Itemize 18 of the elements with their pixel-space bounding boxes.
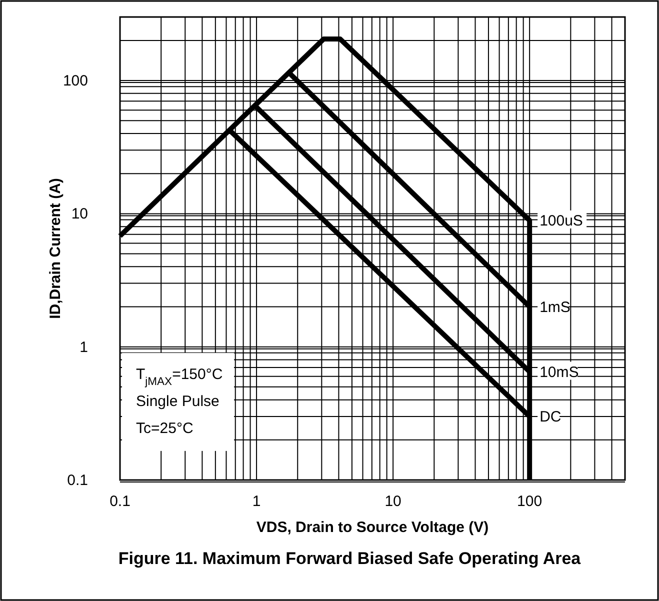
annotation: Single Pulse [136, 392, 220, 410]
y-tick-label: 10 [71, 206, 88, 223]
series-label: 100uS [540, 212, 583, 230]
series-label: 1mS [540, 298, 570, 316]
series-label: DC [540, 408, 562, 426]
y-tick-label: 1 [80, 338, 88, 356]
y-tick-label: 100 [62, 72, 88, 90]
x-tick-label: 100 [517, 493, 542, 510]
x-tick-label: 0.1 [110, 493, 130, 510]
y-tick-label: 0.1 [67, 472, 88, 489]
x-tick-label: 10 [384, 493, 402, 510]
y-axis-title: ID,Drain Current (A) [47, 178, 64, 319]
x-tick-label: 1 [252, 493, 261, 510]
x-axis-title: VDS, Drain to Source Voltage (V) [256, 519, 489, 536]
text: Figure 11. Maximum Forward Biased Safe Operating Area [118, 549, 582, 568]
annotation: T$_{jMAX}$=150°C [136, 366, 223, 388]
series-label: 10mS [540, 364, 579, 381]
annotation: Tc=25°C [136, 420, 194, 437]
